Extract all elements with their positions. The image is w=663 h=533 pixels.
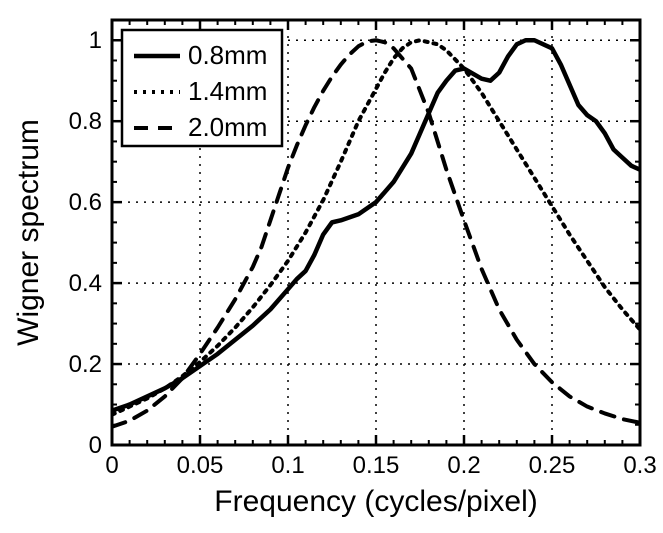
legend-label: 0.8mm: [188, 40, 267, 70]
ytick-label: 0.6: [69, 189, 102, 216]
xtick-label: 0.1: [271, 452, 304, 479]
ytick-label: 0.8: [69, 108, 102, 135]
xtick-label: 0.3: [623, 452, 656, 479]
ytick-label: 0.4: [69, 270, 102, 297]
xtick-label: 0.05: [177, 452, 224, 479]
xtick-label: 0: [105, 452, 118, 479]
ytick-label: 1: [89, 27, 102, 54]
legend-label: 1.4mm: [188, 76, 267, 106]
chart-svg: 0 0.05 0.1 0.15 0.2 0.25 0.3 0 0.2 0.4 0.6 0.8 1 Freq…: [0, 0, 663, 533]
legend-label: 2.0mm: [188, 112, 267, 142]
xtick-label: 0.15: [353, 452, 400, 479]
xtick-label: 0.2: [447, 452, 480, 479]
ytick-label: 0: [89, 432, 102, 459]
xtick-label: 0.25: [529, 452, 576, 479]
ytick-label: 0.2: [69, 351, 102, 378]
wigner-spectrum-chart: 0 0.05 0.1 0.15 0.2 0.25 0.3 0 0.2 0.4 0.6 0.8 1 Freq…: [0, 0, 663, 533]
y-axis-label: Wigner spectrum: [12, 119, 45, 346]
x-axis-label: Frequency (cycles/pixel): [214, 485, 537, 518]
